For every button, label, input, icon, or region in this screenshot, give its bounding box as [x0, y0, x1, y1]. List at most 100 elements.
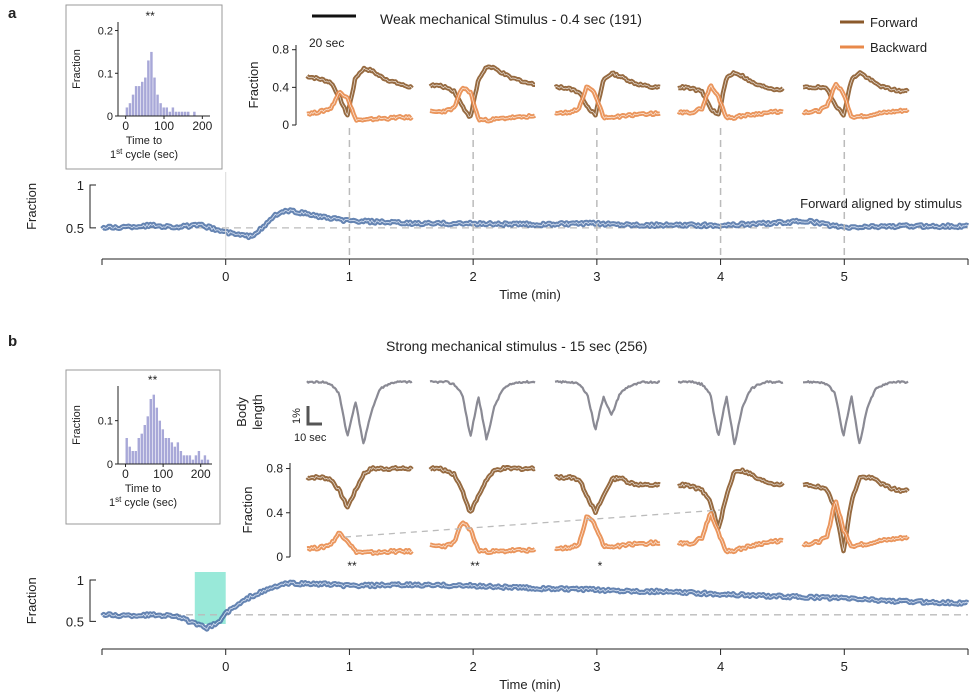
b-fb-y-tick-label: 0.4 [266, 506, 283, 520]
b-aligned-x-tick-label: 2 [470, 659, 477, 674]
panel-b-letter: b [8, 333, 17, 350]
panel-a: a Weak mechanical Stimulus - 0.4 sec (19… [8, 5, 962, 211]
b-fb-ylabel: Fraction [240, 487, 255, 534]
b-body-length-trace [554, 380, 661, 431]
a-aligned-ylabel: Fraction [24, 183, 39, 230]
b-fb-forward-band [428, 464, 536, 514]
body-length-label-2: length [250, 394, 265, 429]
a_histogram-x-tick-label: 200 [192, 119, 212, 133]
panel-a-letter: a [8, 5, 17, 22]
legend-forward-label: Forward [870, 15, 918, 30]
a-aligned-group: 0.5 1 Fraction 0 1 2 3 4 5 Time (min) [24, 128, 970, 302]
a_histogram-significance: ** [146, 9, 156, 23]
a-fb-forward-band [677, 70, 785, 117]
a_histogram-bar [174, 111, 178, 116]
a_histogram-x-tick-label: 0 [122, 119, 129, 133]
a-fb-ylabel: Fraction [246, 62, 261, 109]
b_histogram-bar [185, 455, 189, 464]
b_histogram-bar [134, 451, 137, 464]
a-fb-forward-line [429, 66, 535, 118]
a-aligned-x-tick-label: 3 [593, 269, 600, 284]
a-aligned-y-axis [89, 184, 96, 229]
a-fb-y-tick-label: 0.4 [272, 80, 289, 94]
body-scale-pct-label: 1% [291, 408, 303, 424]
body-scale-time-label: 10 sec [294, 432, 327, 444]
b_histogram-x-tick-label: 0 [122, 467, 129, 481]
b_histogram-xlabel-1: Time to [125, 483, 161, 495]
a-fb-backward-line [429, 87, 536, 122]
a_histogram-bar [153, 77, 156, 116]
b-fb-forward-line [554, 475, 661, 514]
b_histogram-x-tick-label: 100 [153, 467, 173, 481]
b-fb-forward-band [677, 467, 785, 531]
a_histogram-bar [141, 81, 144, 116]
b_histogram-bar [128, 446, 131, 464]
b-fb-significance: ** [470, 559, 480, 573]
scale-bar-20sec-label: 20 sec [309, 36, 344, 50]
b_histogram-bar [182, 455, 186, 464]
a-fb-forward-line [554, 72, 661, 117]
panel-b: b Strong mechanical stimulus - 15 sec (2… [8, 333, 647, 444]
legend-backward-label: Backward [870, 40, 927, 55]
a_histogram-y-tick-label: 0.2 [98, 26, 113, 38]
a-aligned-x-tick-label: 0 [222, 269, 229, 284]
a_histogram-y-tick-label: 0.1 [98, 68, 113, 80]
a-aligned-y-tick-label: 1 [77, 178, 84, 193]
b_histogram-y-tick-label: 0.1 [98, 416, 113, 428]
b_histogram-x-tick-label: 200 [191, 467, 211, 481]
legend: Forward Backward [840, 15, 927, 55]
b-fb-backward-line [306, 532, 413, 555]
b_histogram-bar [155, 407, 159, 464]
a-aligned-y-tick-label: 0.5 [66, 221, 84, 236]
a_histogram-bar [183, 111, 187, 116]
a_histogram-xlabel-1: Time to [126, 135, 162, 147]
b-fb-forward-line [677, 469, 784, 529]
b-fb-backward-line [802, 500, 909, 548]
a_histogram-bar [147, 60, 150, 116]
b-fb-forward-line [802, 476, 909, 552]
b-aligned-x-tick-label: 0 [222, 659, 229, 674]
a-fb-forward-line [306, 67, 413, 117]
b_histogram-bar [170, 442, 174, 464]
a-fb-backward-line [677, 84, 784, 119]
b_histogram-significance: ** [148, 373, 158, 387]
b-fb-guide-line [344, 509, 721, 538]
a_histogram-bar [156, 94, 159, 116]
b_histogram-bar [200, 459, 204, 464]
b-body-length-trace [306, 380, 413, 445]
b-fb-forward-band [305, 465, 414, 510]
b_histogram-frame [65, 369, 221, 525]
a-fb-forward-line [677, 72, 784, 115]
body-length-label-1: Body [234, 397, 249, 427]
a-fb-backward-line [802, 83, 909, 118]
a-fb-backward-band [306, 89, 414, 123]
b-body-length-trace [429, 380, 536, 441]
b-fb-backward-line [677, 512, 784, 553]
b-fb-forward-line [429, 466, 536, 512]
a_histogram-bar [134, 86, 138, 116]
b-fb-forward-line [306, 466, 413, 508]
a-aligned-x-tick-label: 5 [841, 269, 848, 284]
panel-a-title: Weak mechanical Stimulus - 0.4 sec (191) [380, 11, 642, 27]
b-aligned-x-tick-label: 5 [841, 659, 848, 674]
b_histogram-bar [206, 459, 210, 464]
a_histogram-bar [168, 111, 172, 116]
b-aligned-series-line [101, 581, 969, 630]
a-fb-group: 0 0.4 0.8 Fraction [246, 43, 910, 132]
b_histogram-bar [179, 451, 183, 464]
b_histogram-bar [143, 425, 146, 464]
b_histogram-bar [197, 451, 201, 464]
b-fb-significance: * [598, 559, 603, 573]
a_histogram-bar [180, 111, 184, 116]
a_histogram-bar [137, 86, 141, 116]
a_histogram-bar [177, 111, 181, 116]
b-fb-backward-band [676, 511, 784, 555]
b_histogram-bar [149, 399, 152, 464]
a_histogram-y-tick-label: 0 [107, 111, 113, 123]
b-fb-backward-band [554, 514, 661, 552]
a-aligned-xlabel: Time (min) [499, 287, 561, 302]
b_histogram-ylabel: Fraction [71, 405, 83, 445]
